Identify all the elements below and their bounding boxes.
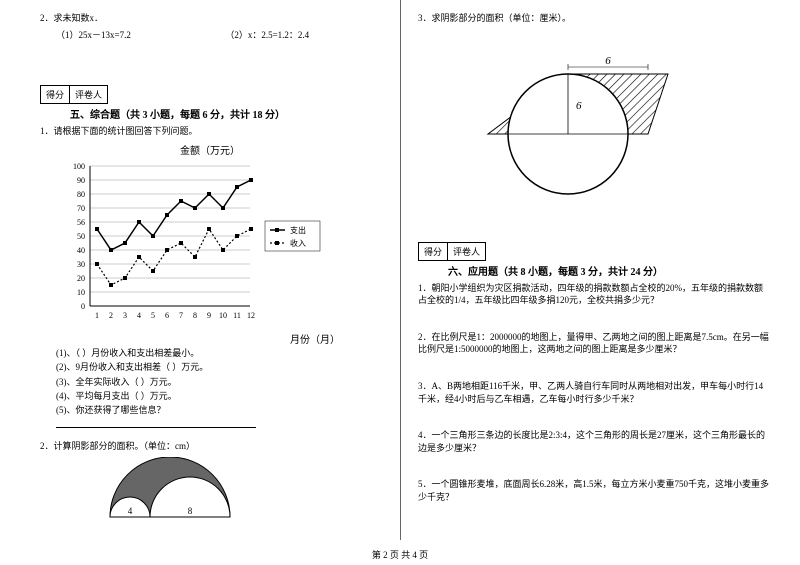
svg-text:7: 7 xyxy=(179,311,183,320)
svg-text:50: 50 xyxy=(77,232,85,241)
line-chart: 100 90 80 70 56 50 40 30 20 10 0 1 2 3 4 xyxy=(60,161,340,331)
score-label-2: 得分 xyxy=(419,243,448,260)
svg-text:90: 90 xyxy=(77,176,85,185)
left-column: 2．求未知数x． （1）25x－13x=7.2 （2）x：2.5=1.2：2.4… xyxy=(0,0,400,540)
circle-figure: 6 6 xyxy=(448,29,770,212)
svg-text:100: 100 xyxy=(73,162,85,171)
q6-4: 4．一个三角形三条边的长度比是2:3:4，这个三角形的周长是27厘米，这个三角形… xyxy=(418,429,770,454)
svg-text:0: 0 xyxy=(81,302,85,311)
chart-x-title: 月份（月） xyxy=(40,331,340,346)
svg-text:11: 11 xyxy=(233,311,241,320)
right-column: 3．求阴影部分的面积（单位：厘米）。 6 6 xyxy=(400,0,800,540)
q2-2: （2）x：2.5=1.2：2.4 xyxy=(225,30,309,40)
q5-2: 2．计算阴影部分的面积。（单位：cm） xyxy=(40,440,380,453)
svg-text:2: 2 xyxy=(109,311,113,320)
chart-y-title: 金额（万元） xyxy=(40,142,380,157)
page-footer: 第 2 页 共 4 页 xyxy=(0,548,800,561)
svg-text:70: 70 xyxy=(77,204,85,213)
legend-out: 支出 xyxy=(290,225,306,235)
sub3: (3)、全年实际收入（ ）万元。 xyxy=(56,375,380,389)
sub2: (2)、9月份收入和支出相差（ ）万元。 xyxy=(56,360,380,374)
svg-text:3: 3 xyxy=(123,311,127,320)
svg-text:10: 10 xyxy=(219,311,227,320)
svg-text:4: 4 xyxy=(137,311,141,320)
score-box: 得分 评卷人 xyxy=(40,85,108,104)
sub1: (1)、（ ）月份收入和支出相差最小。 xyxy=(56,346,380,360)
legend-in: 收入 xyxy=(290,238,306,248)
q6-5: 5．一个圆锥形麦堆，底面周长6.28米，高1.5米，每立方米小麦重750千克，这… xyxy=(418,478,770,503)
section6-title: 六、应用题（共 8 小题，每题 3 分，共计 24 分） xyxy=(448,263,663,278)
section5-header: 得分 评卷人 xyxy=(40,85,380,104)
sub4: (4)、平均每月支出（ ）万元。 xyxy=(56,389,380,403)
label-4: 4 xyxy=(128,506,133,516)
q2-parts: （1）25x－13x=7.2 （2）x：2.5=1.2：2.4 xyxy=(56,29,380,42)
svg-text:30: 30 xyxy=(77,260,85,269)
svg-text:9: 9 xyxy=(207,311,211,320)
q6-1: 1．朝阳小学组织为灾区捐款活动，四年级的捐款数额占全校的20%，五年级的捐款数额… xyxy=(418,282,770,307)
grader-label-2: 评卷人 xyxy=(448,243,485,260)
dim-6b: 6 xyxy=(576,100,582,112)
svg-text:56: 56 xyxy=(77,218,85,227)
q6-3: 3．A、B两地相距116千米，甲、乙两人骑自行车同时从两地相对出发，甲车每小时行… xyxy=(418,380,770,405)
dim-6a: 6 xyxy=(605,55,611,67)
svg-text:6: 6 xyxy=(165,311,169,320)
q3: 3．求阴影部分的面积（单位：厘米）。 xyxy=(418,12,770,25)
svg-text:8: 8 xyxy=(193,311,197,320)
blank-line xyxy=(56,418,256,428)
q5-1: 1．请根据下面的统计图回答下列问题。 xyxy=(40,125,380,138)
score-label: 得分 xyxy=(41,86,70,103)
svg-text:80: 80 xyxy=(77,190,85,199)
q2: 2．求未知数x． xyxy=(40,12,380,25)
svg-text:5: 5 xyxy=(151,311,155,320)
q2-1: （1）25x－13x=7.2 xyxy=(56,30,131,40)
semicircle-figure: 4 8 xyxy=(100,457,380,530)
score-box-2: 得分 评卷人 xyxy=(418,242,486,261)
section5-title: 五、综合题（共 3 小题，每题 6 分，共计 18 分） xyxy=(70,106,285,121)
label-8: 8 xyxy=(188,506,193,516)
q6-2: 2．在比例尺是1：2000000的地图上，量得甲、乙两地之间的图上距离是7.5c… xyxy=(418,331,770,356)
grader-label: 评卷人 xyxy=(70,86,107,103)
svg-text:1: 1 xyxy=(95,311,99,320)
svg-text:20: 20 xyxy=(77,274,85,283)
svg-text:40: 40 xyxy=(77,246,85,255)
svg-text:12: 12 xyxy=(247,311,255,320)
section6-header: 得分 评卷人 xyxy=(418,242,770,261)
svg-text:10: 10 xyxy=(77,288,85,297)
sub5: (5)、你还获得了哪些信息？ xyxy=(56,403,380,417)
